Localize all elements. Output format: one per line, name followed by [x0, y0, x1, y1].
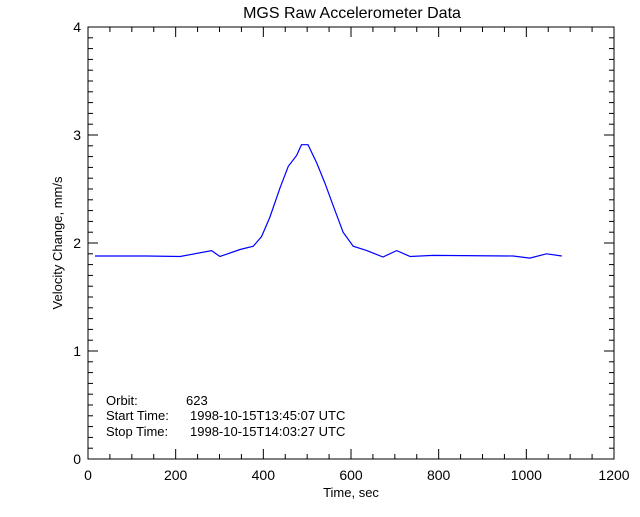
start-time-value: 1998-10-15T13:45:07 UTC [190, 408, 345, 423]
x-tick-label: 400 [252, 467, 276, 483]
x-tick-label: 1000 [511, 467, 542, 483]
x-tick-label: 1200 [598, 467, 629, 483]
series-line [95, 144, 562, 259]
y-tick-label: 4 [73, 19, 81, 35]
y-tick-label: 0 [73, 451, 81, 467]
x-tick-label: 200 [164, 467, 188, 483]
start-time-label: Start Time: [106, 408, 169, 423]
stop-time-value: 1998-10-15T14:03:27 UTC [190, 424, 345, 439]
stop-time-label: Stop Time: [106, 424, 168, 439]
y-tick-label: 1 [73, 343, 81, 359]
y-tick-label: 3 [73, 127, 81, 143]
axis-ticks [87, 26, 615, 460]
chart-title: MGS Raw Accelerometer Data [243, 5, 461, 22]
x-axis-label: Time, sec [323, 485, 379, 500]
y-tick-label: 2 [73, 235, 81, 251]
y-axis-label: Velocity Change, mm/s [50, 176, 65, 309]
orbit-info: Orbit: 623 Start Time: 1998-10-15T13:45:… [106, 393, 345, 439]
y-tick-labels: 0 1 2 3 4 [73, 19, 81, 467]
x-tick-label: 600 [339, 467, 363, 483]
orbit-value: 623 [186, 393, 208, 408]
x-tick-label: 0 [84, 467, 92, 483]
x-tick-label: 800 [427, 467, 451, 483]
orbit-label: Orbit: [106, 393, 138, 408]
x-tick-labels: 0 200 400 600 800 1000 1200 [84, 467, 630, 483]
